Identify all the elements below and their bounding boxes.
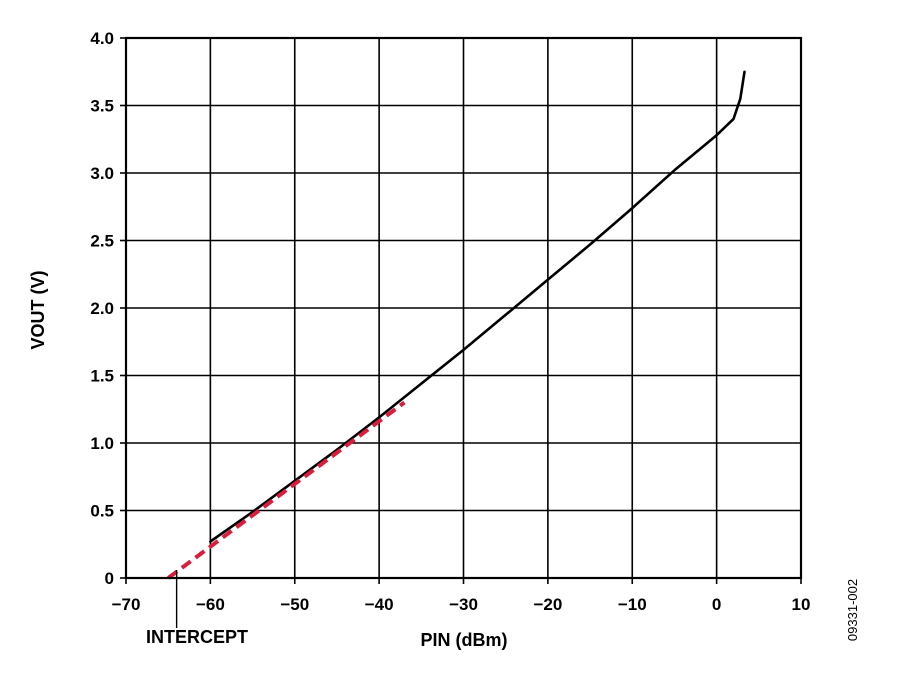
y-axis-title: VOUT (V)	[28, 270, 48, 349]
y-tick-label: 1.5	[90, 367, 114, 386]
annotations: INTERCEPT	[146, 570, 248, 647]
plot-border	[124, 36, 803, 580]
y-tick-label: 2.0	[90, 299, 114, 318]
intercept-fit-line	[167, 400, 406, 580]
x-tick-label: −70	[112, 595, 141, 614]
x-tick-label: 10	[792, 595, 811, 614]
y-tick-label: 0	[105, 569, 114, 588]
y-tick-label: 0.5	[90, 502, 114, 521]
y-tick-label: 2.5	[90, 232, 114, 251]
y-tick-label: 3.0	[90, 164, 114, 183]
x-tick-label: −60	[196, 595, 225, 614]
x-tick-label: 0	[712, 595, 721, 614]
x-axis-title: PIN (dBm)	[421, 630, 508, 650]
x-tick-label: −30	[449, 595, 478, 614]
x-tick-label: −20	[533, 595, 562, 614]
grid	[120, 37, 802, 584]
x-tick-label: −40	[365, 595, 394, 614]
y-tick-label: 4.0	[90, 29, 114, 48]
y-tick-label: 3.5	[90, 97, 114, 116]
figure-id: 09331-002	[845, 579, 860, 641]
plot-frame	[124, 36, 803, 580]
x-tick-label: −10	[618, 595, 647, 614]
y-tick-label: 1.0	[90, 434, 114, 453]
plot-series	[167, 70, 746, 580]
tick-labels: −70 −60 −50 −40 −30 −20 −10 0 10 0 0.5 1.0 1.5 2.0 2.5…	[90, 29, 810, 614]
intercept-label: INTERCEPT	[146, 627, 248, 647]
x-tick-label: −50	[280, 595, 309, 614]
vout-curve	[209, 70, 746, 543]
